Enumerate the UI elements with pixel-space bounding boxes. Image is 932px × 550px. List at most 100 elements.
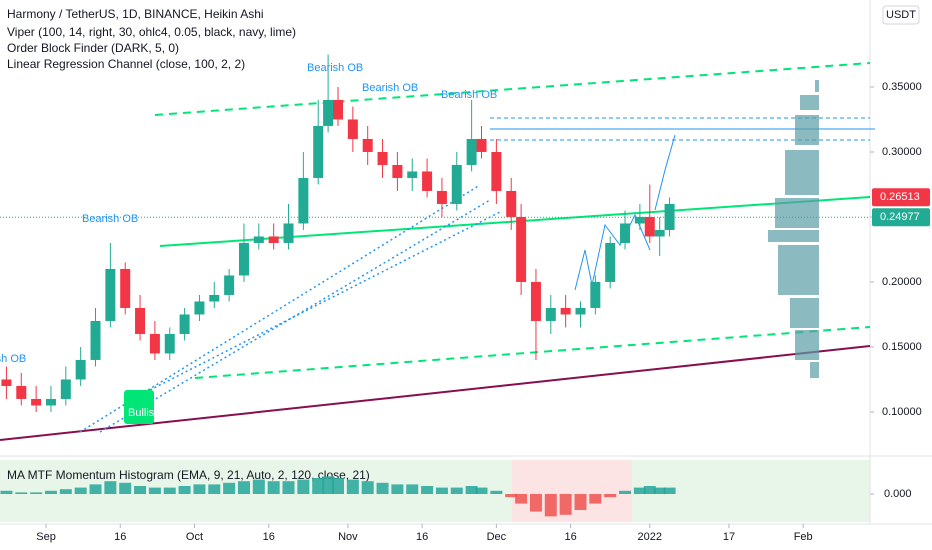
indicator-label: Order Block Finder (DARK, 5, 0) [7, 41, 179, 55]
momentum-bar [297, 479, 310, 494]
momentum-bg-neg [512, 460, 632, 522]
momentum-bar [421, 486, 434, 494]
candle-body [120, 268, 131, 308]
currency[interactable]: USDT [886, 9, 916, 21]
price-tag-label: 0.24977 [880, 211, 920, 223]
momentum-bar [252, 479, 265, 494]
momentum-bar [267, 481, 280, 494]
momentum-bar [376, 482, 389, 494]
momentum-bar [475, 487, 488, 494]
y-tick-label: 0.35000 [882, 81, 922, 93]
candle-body [90, 320, 101, 360]
currency-box[interactable] [882, 5, 920, 25]
momentum-bar [604, 494, 617, 498]
momentum-bar [589, 494, 602, 504]
momentum-bar [223, 482, 236, 494]
candle-body [476, 138, 487, 152]
candle-body [31, 398, 42, 406]
candle-body [268, 236, 279, 243]
legend: Harmony / TetherUS, 1D, BINANCE, Heikin … [7, 7, 370, 482]
candle-body [45, 398, 56, 406]
momentum-bar [361, 481, 374, 494]
momentum-bar [89, 484, 102, 494]
candle-body [105, 268, 116, 321]
y-tick-label: 0.10000 [882, 406, 922, 418]
candle-body [560, 307, 571, 315]
candle-body [75, 359, 86, 380]
price-tag [872, 208, 930, 227]
candle-body [506, 190, 517, 217]
x-tick-label: Sep [36, 531, 56, 543]
annotation: Bearish OB [362, 82, 418, 94]
chart-title: Harmony / TetherUS, 1D, BINANCE, Heikin … [7, 7, 264, 21]
momentum-bar [193, 484, 206, 494]
candle-body [1, 379, 12, 386]
indicator-label: Viper (100, 14, right, 30, ohlc4, 0.05, … [7, 25, 296, 39]
price-tag [872, 188, 930, 207]
candle-body [323, 99, 334, 126]
candle-body [283, 223, 294, 243]
candle-body [179, 314, 190, 334]
candle-body [135, 307, 146, 334]
momentum-bar [490, 490, 503, 494]
momentum-bar [619, 490, 632, 494]
candle-body [392, 164, 403, 178]
momentum-bar [0, 490, 13, 494]
x-tick-label: Dec [487, 531, 507, 543]
candle-body [238, 242, 249, 276]
candle-body [194, 301, 205, 315]
momentum-bar [237, 481, 250, 494]
candle-body [407, 171, 418, 178]
candle-body [313, 125, 324, 178]
candle-body [422, 171, 433, 191]
candle-body [333, 99, 344, 120]
candle-body [436, 190, 447, 204]
x-tick-label: Nov [338, 531, 358, 543]
candle-body [209, 294, 220, 302]
momentum-bar [59, 489, 72, 494]
momentum-bar [346, 479, 359, 494]
price-tag-label: 0.26513 [880, 191, 920, 203]
momentum-bar [44, 490, 57, 494]
y-tick-label: 0.000 [884, 488, 912, 500]
momentum-bar [312, 478, 325, 494]
momentum-title: MA MTF Momentum Histogram (EMA, 9, 21, A… [7, 468, 370, 482]
momentum-bar [15, 492, 28, 494]
x-tick-label: 16 [416, 531, 428, 543]
candle-body [298, 177, 309, 224]
momentum-bar [391, 484, 404, 494]
x-tick-label: 16 [564, 531, 576, 543]
momentum-bar [163, 487, 176, 494]
annotation: Bearish OB [307, 62, 363, 74]
momentum-bar [282, 481, 295, 494]
candle-body [451, 164, 462, 204]
candle-body [491, 151, 502, 191]
channel-lower [194, 326, 871, 379]
annotation: Bearish OB [0, 353, 26, 365]
momentum-bar [574, 494, 587, 510]
annotation: Bearish OB [441, 89, 497, 101]
channel-upper [154, 62, 871, 116]
candle-body [654, 229, 665, 237]
momentum-bar [30, 492, 43, 494]
bullish-box [124, 390, 154, 424]
momentum-bar [322, 476, 335, 494]
y-tick-label: 0.20000 [882, 276, 922, 288]
candle-body [224, 275, 235, 295]
candle-body [634, 216, 645, 224]
candle-body [164, 333, 175, 354]
trend-dots [79, 184, 501, 433]
candle-body [545, 307, 556, 321]
y-tick-label: 0.15000 [882, 341, 922, 353]
candle-body [60, 379, 71, 399]
annotation: Bearish OB [82, 213, 138, 225]
momentum-bar [633, 487, 646, 494]
x-tick-label: 17 [723, 531, 735, 543]
candle-body [575, 307, 586, 315]
momentum-bar [653, 487, 666, 494]
candle-body [253, 236, 264, 243]
x-tick-label: 16 [263, 531, 275, 543]
y-tick-label: 0.30000 [882, 146, 922, 158]
candle-body [620, 223, 631, 243]
